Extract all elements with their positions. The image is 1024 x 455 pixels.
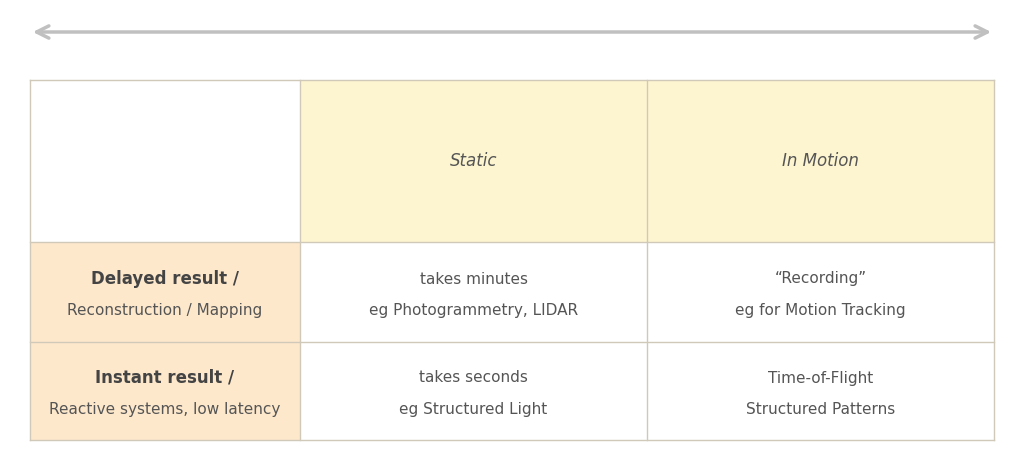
- Text: In Motion: In Motion: [782, 152, 859, 170]
- Text: takes minutes: takes minutes: [420, 272, 527, 287]
- Text: Static: Static: [450, 152, 498, 170]
- Bar: [300, 242, 647, 342]
- Text: Time-of-Flight: Time-of-Flight: [768, 370, 873, 385]
- Bar: [30, 342, 300, 440]
- Text: eg for Motion Tracking: eg for Motion Tracking: [735, 303, 906, 318]
- Bar: [300, 80, 647, 242]
- Bar: [647, 342, 994, 440]
- Text: “Recording”: “Recording”: [774, 272, 866, 287]
- Text: Delayed result /: Delayed result /: [91, 270, 239, 288]
- Text: Reactive systems, low latency: Reactive systems, low latency: [49, 402, 281, 417]
- Text: takes seconds: takes seconds: [419, 370, 528, 385]
- Text: Instant result /: Instant result /: [95, 369, 234, 387]
- Text: Structured Patterns: Structured Patterns: [745, 402, 895, 417]
- Text: Reconstruction / Mapping: Reconstruction / Mapping: [68, 303, 262, 318]
- Bar: [647, 242, 994, 342]
- Text: eg Structured Light: eg Structured Light: [399, 402, 548, 417]
- Bar: [30, 80, 300, 242]
- Bar: [647, 80, 994, 242]
- Bar: [30, 242, 300, 342]
- Text: eg Photogrammetry, LIDAR: eg Photogrammetry, LIDAR: [369, 303, 579, 318]
- Bar: [300, 342, 647, 440]
